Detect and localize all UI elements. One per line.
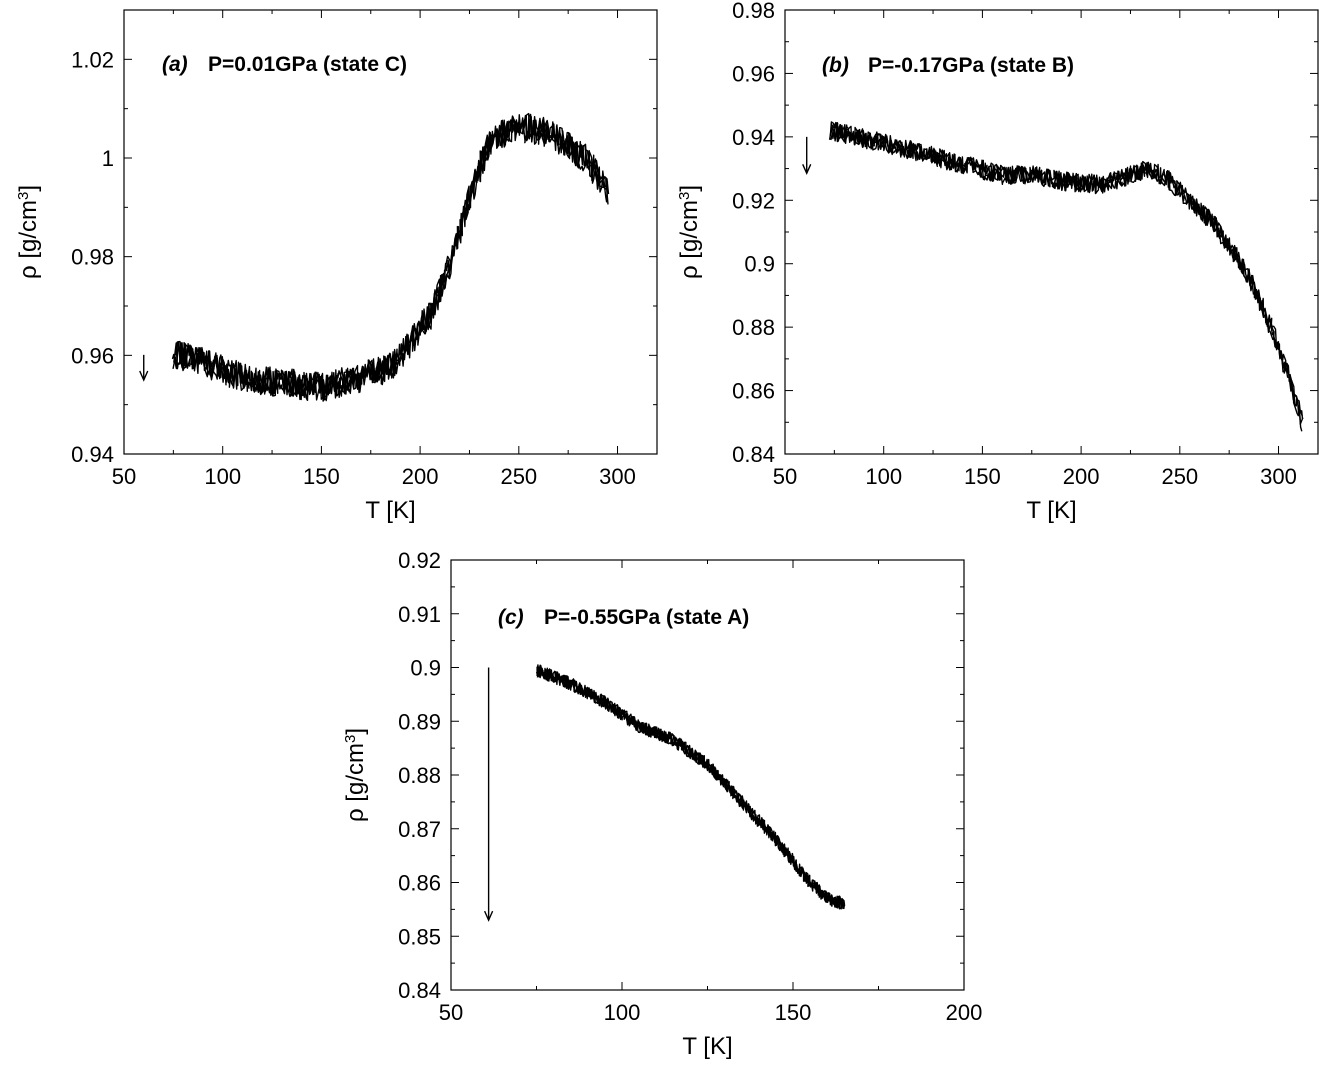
panel-c-y-tick-label: 0.86 (398, 871, 441, 896)
panel-b-y-tick-label: 0.98 (732, 0, 775, 23)
panel-b-x-tick-label: 150 (964, 464, 1001, 489)
panel-b-label: (b) (822, 54, 849, 77)
panel-b-y-axis-label: ρ [g/cm3] (676, 185, 704, 279)
panel-b-y-axis-label-main: ρ [g/cm (676, 200, 703, 279)
panel-c-y-tick-label: 0.91 (398, 602, 441, 627)
panel-c-y-axis-label: ρ [g/cm3] (342, 728, 370, 822)
panel-b-y-tick-label: 0.94 (732, 125, 775, 150)
panel-a-y-axis-label-sup: 3 (15, 192, 32, 200)
panel-a-x-tick-label: 100 (204, 464, 241, 489)
panel-a-x-tick-label: 200 (402, 464, 439, 489)
panel-c-y-axis-label-sup: 3 (342, 735, 359, 743)
panel-c-x-tick-label: 150 (775, 1000, 812, 1025)
panel-a-x-tick-label: 250 (500, 464, 537, 489)
panel-a-y-axis-label-close: ] (15, 185, 42, 192)
panel-c-y-tick-label: 0.92 (398, 548, 441, 573)
panel-a-frame (123, 9, 658, 455)
panel-b-y-tick-label: 0.84 (732, 442, 775, 467)
panel-c-y-tick-label: 0.9 (410, 656, 441, 681)
panel-b-y-axis-label-close: ] (676, 185, 703, 192)
panel-b-y-tick-label: 0.96 (732, 61, 775, 86)
panel-b-data-trace (828, 121, 1304, 432)
panel-b-x-tick-label: 250 (1161, 464, 1198, 489)
panel-b-y-axis-label-sup: 3 (676, 192, 693, 200)
panel-c-label: (c) (498, 606, 524, 629)
panel-c-y-tick-label: 0.84 (398, 978, 441, 1003)
panel-c-arrow-head (483, 910, 494, 922)
panel-a-density-vs-temperature: 50 100 150 200 250 300 0.94 0.96 0.98 1 1.02 (a) P… (15, 9, 658, 524)
panel-a-y-tick-label: 1 (102, 146, 114, 171)
panel-b-x-tick-label: 200 (1063, 464, 1100, 489)
panel-a-series-line (171, 114, 610, 401)
panel-c-x-axis-label: T [K] (682, 1033, 732, 1060)
panel-c-data-trace (535, 664, 846, 910)
panel-c-y-tick-label: 0.89 (398, 709, 441, 734)
panel-c-x-tick-label: 100 (604, 1000, 641, 1025)
panel-b-ticks (784, 9, 1318, 455)
panel-b-tick-labels: 50 100 150 200 250 300 0.84 0.86 0.88 0.9 0.92 0.94… (732, 0, 1297, 489)
panel-a-y-axis-label-main: ρ [g/cm (15, 200, 42, 279)
panel-c-y-axis-label-close: ] (342, 728, 369, 735)
panel-a-tick-labels: 50 100 150 200 250 300 0.94 0.96 0.98 1 1.02 (71, 47, 636, 489)
panel-a-y-tick-label: 0.98 (71, 245, 114, 270)
panel-a-x-tick-label: 300 (599, 464, 636, 489)
panel-b-title: P=-0.17GPa (state B) (868, 54, 1074, 77)
panel-a-ticks (123, 10, 657, 455)
panel-c-y-axis-label-main: ρ [g/cm (342, 743, 369, 822)
panel-b-y-tick-label: 0.86 (732, 379, 775, 404)
panel-a-data-trace (171, 112, 610, 402)
panel-b-arrow-head (802, 164, 812, 176)
panel-b-series-line (828, 125, 1303, 417)
panel-a-x-tick-label: 50 (112, 464, 136, 489)
panel-b-series-line (830, 122, 1304, 425)
panel-a-x-tick-label: 150 (303, 464, 340, 489)
panel-b-x-axis-label: T [K] (1026, 497, 1076, 524)
panel-c-density-vs-temperature: 50 100 150 200 0.84 0.85 0.86 0.87 0.88 0.89 0.9 0.… (342, 548, 983, 1060)
panel-b-series-line (830, 122, 1304, 420)
panel-c-ticks (450, 559, 965, 991)
panel-c-x-tick-label: 200 (946, 1000, 983, 1025)
panel-c-y-tick-label: 0.87 (398, 817, 441, 842)
panel-c-x-tick-label: 50 (439, 1000, 463, 1025)
panel-a-y-tick-label: 0.94 (71, 442, 114, 467)
panel-a-x-axis-label: T [K] (365, 497, 415, 524)
panel-b-y-tick-label: 0.9 (744, 252, 775, 277)
panel-b-y-tick-label: 0.92 (732, 188, 775, 213)
panel-c-title: P=-0.55GPa (state A) (544, 606, 749, 629)
panel-a-arrow-head (139, 370, 149, 382)
panel-c-y-tick-label: 0.88 (398, 763, 441, 788)
panel-a-y-tick-label: 0.96 (71, 343, 114, 368)
panel-c-y-tick-label: 0.85 (398, 924, 441, 949)
panel-b-y-tick-label: 0.88 (732, 315, 775, 340)
panel-b-x-tick-label: 300 (1260, 464, 1297, 489)
panel-b-x-tick-label: 100 (865, 464, 902, 489)
panel-a-series-line (173, 115, 609, 401)
panel-b-x-tick-label: 50 (773, 464, 797, 489)
panel-c-tick-labels: 50 100 150 200 0.84 0.85 0.86 0.87 0.88 0.89 0.9 0.… (398, 548, 982, 1025)
panel-c-series-line (536, 664, 846, 910)
panel-a-y-tick-label: 1.02 (71, 47, 114, 72)
panel-b-series-line (829, 121, 1303, 432)
panel-a-y-axis-label: ρ [g/cm3] (15, 185, 43, 279)
panel-a-label: (a) (162, 53, 188, 76)
panel-b-density-vs-temperature: 50 100 150 200 250 300 0.84 0.86 0.88 0.9 0.92 0.94… (676, 0, 1319, 524)
panel-a-title: P=0.01GPa (state C) (208, 53, 407, 76)
